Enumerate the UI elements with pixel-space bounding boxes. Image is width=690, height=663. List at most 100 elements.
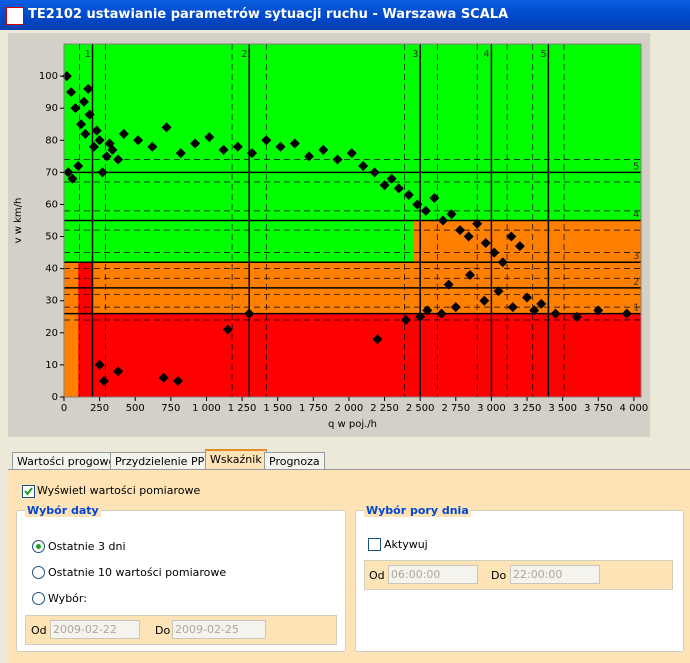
point [70,103,81,114]
x-tick-label: 2 250 [370,403,399,414]
point [175,148,186,159]
threshold-label: 1 [84,49,90,60]
point [522,292,533,303]
y-tick-label: 30 [45,296,58,307]
y-tick-label: 60 [45,199,58,210]
y-tick-label: 20 [45,328,58,339]
point [73,160,84,171]
point [94,135,105,146]
point [88,141,99,152]
point [393,183,404,194]
point [386,173,397,184]
y-tick-label: 50 [45,232,58,243]
point [472,218,483,229]
point [480,237,491,248]
window-title: TE2102 ustawianie parametrów sytuacji ru… [28,7,509,22]
point [104,138,115,149]
x-tick-label: 3 500 [548,403,577,414]
point [455,225,466,236]
point [536,298,547,309]
radio[interactable] [32,592,45,605]
point [497,257,508,268]
date-from[interactable]: 2009-02-22 [50,620,140,639]
x-tick-label: 4 000 [620,403,649,414]
point [244,308,255,319]
point [190,138,201,149]
point [161,122,172,133]
tab[interactable]: Prognoza [264,452,325,470]
point [98,375,109,386]
time-to[interactable]: 22:00:00 [510,565,600,584]
x-tick-label: 1 250 [228,403,257,414]
radio[interactable] [32,566,45,579]
point [372,334,383,345]
point [429,193,440,204]
point [437,215,448,226]
point [479,295,490,306]
point [232,141,243,152]
point [61,71,72,82]
to-label: Do [491,569,507,582]
point [493,286,504,297]
x-tick-label: 750 [161,403,180,414]
y-tick-label: 40 [45,264,58,275]
checkbox[interactable] [22,485,35,498]
title-bar: TE2102 ustawianie parametrów sytuacji ru… [0,0,690,30]
point [550,308,561,319]
x-tick-label: 1 500 [263,403,292,414]
point [400,314,411,325]
threshold-label: 1 [633,303,639,314]
tab-active[interactable]: Wskaźnik [205,449,267,471]
point [571,311,582,322]
x-tick-label: 3 250 [513,403,542,414]
point [83,83,94,94]
zone [64,220,414,263]
checkbox[interactable] [368,538,381,551]
point [113,366,124,377]
point [304,151,315,162]
point [247,148,258,159]
tab[interactable]: Wartości progowe [12,452,121,470]
x-tick-label: 250 [90,403,109,414]
point [80,128,91,139]
point [346,148,357,159]
point [204,132,215,143]
y-tick-label: 90 [45,103,58,114]
point [465,270,476,281]
radio-selected[interactable] [32,540,45,553]
point [172,375,183,386]
zone [78,313,642,397]
threshold-label: 5 [633,161,639,172]
plot-border [63,43,642,398]
point [78,96,89,107]
y-tick-label: 0 [52,392,58,403]
point [507,302,518,313]
point [289,138,300,149]
point [147,141,158,152]
point [403,189,414,200]
x-tick-label: 2 500 [406,403,435,414]
point [529,305,540,316]
y-tick-label: 70 [45,167,58,178]
point [67,173,78,184]
point [506,231,517,242]
point [489,247,500,258]
checkbox-label: Aktywuj [384,538,428,551]
time-from[interactable]: 06:00:00 [388,565,478,584]
point [63,167,74,178]
tab[interactable]: Przydzielenie PPra [110,452,221,470]
point [446,209,457,220]
point [113,154,124,165]
point [412,199,423,210]
threshold-label: 3 [412,49,418,60]
radio-label: Ostatnie 3 dni [48,540,126,553]
threshold-label: 2 [241,49,247,60]
x-tick-label: 0 [61,403,67,414]
threshold-label: 4 [483,49,489,60]
date-to[interactable]: 2009-02-25 [172,620,266,639]
app-icon [6,7,24,25]
threshold-label: 2 [633,277,639,288]
point [332,154,343,165]
group-title: Wybór daty [25,504,101,517]
